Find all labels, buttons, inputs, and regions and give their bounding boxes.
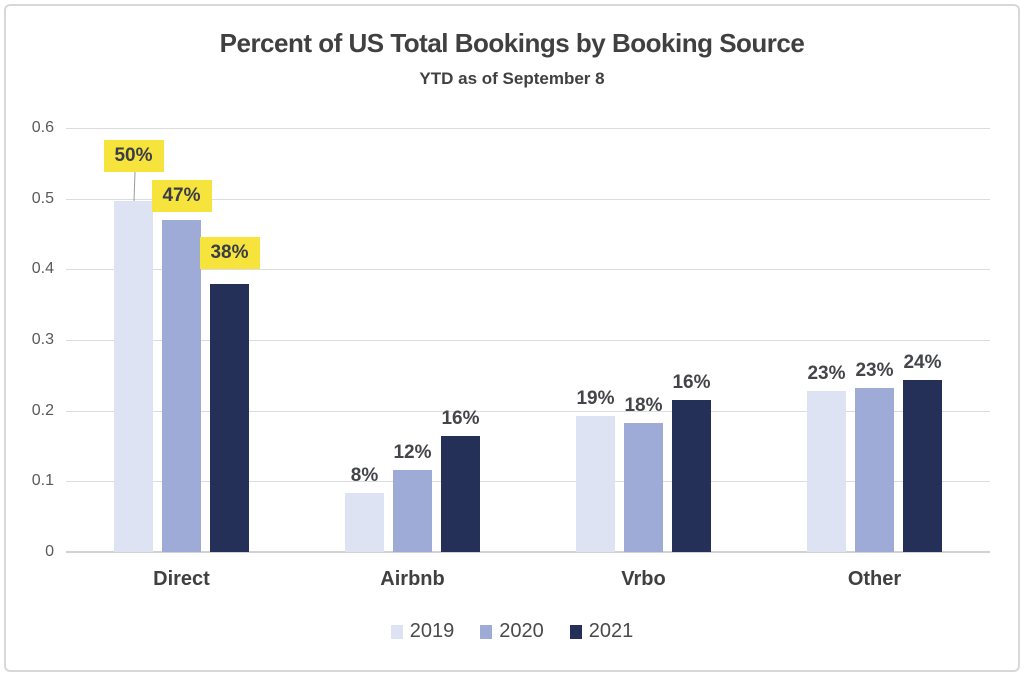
bar-label-2019-other: 23% [807,362,846,384]
legend-item-2021: 2021 [569,620,634,643]
bar-2019-vrbo [576,416,615,552]
gridline-0.2 [66,410,990,412]
y-tick-label-0.1: 0.1 [31,472,54,490]
category-label-airbnb: Airbnb [380,568,445,590]
y-tick-label-0.3: 0.3 [31,331,54,348]
bar-label-2020-vrbo: 18% [624,394,663,416]
gridline-0.1 [66,481,990,483]
y-tick-label-0.5: 0.5 [31,189,54,207]
legend-label-2019: 2019 [409,620,455,642]
bar-label-2020-other: 23% [855,360,894,382]
chart-title: Percent of US Total Bookings by Booking … [219,28,805,58]
bar-2020-vrbo [624,422,663,552]
bar-2020-other [855,388,894,552]
bar-2021-vrbo [672,400,711,552]
highlighted-bar-label-2019-direct: 50% [103,139,164,172]
y-tick-label-0.6: 0.6 [31,119,54,136]
y-tick-label-0.4: 0.4 [31,260,54,278]
highlighted-bar-label-2020-direct: 47% [151,179,212,212]
chart-subtitle: YTD as of September 8 [419,69,605,88]
bar-2021-direct [210,284,249,552]
bar-label-2020-airbnb: 12% [393,442,432,464]
y-tick-label-0: 0 [45,543,54,560]
category-label-direct: Direct [153,568,210,590]
highlighted-bar-label-2021-direct: 38% [199,237,260,270]
bar-label-2021-airbnb: 16% [441,408,480,430]
bar-label-2019-airbnb: 8% [350,464,379,486]
bar-2019-other [807,390,846,552]
bar-2019-direct [114,200,153,552]
category-label-other: Other [847,568,902,590]
legend-label-2020: 2020 [499,620,544,642]
legend-swatch-2019 [390,624,403,639]
gridline-0 [66,551,990,553]
bar-2021-airbnb [441,436,480,552]
legend-label-2021: 2021 [588,620,634,642]
category-label-vrbo: Vrbo [621,568,666,590]
legend-swatch-2021 [569,624,582,639]
bar-2020-airbnb [393,470,432,552]
gridline-0.5 [66,198,990,200]
bar-2021-other [903,380,942,552]
gridline-0.6 [66,128,990,129]
y-tick-label-0.2: 0.2 [31,401,54,419]
bar-label-2021-vrbo: 16% [672,372,711,394]
bar-2019-airbnb [345,492,384,552]
legend-item-2020: 2020 [480,620,544,643]
gridline-0.3 [66,340,990,341]
legend-swatch-2020 [480,624,493,639]
bar-label-2019-vrbo: 19% [576,388,615,410]
chart-border-frame [4,4,1020,672]
gridline-0.4 [66,269,990,271]
bar-label-2021-other: 24% [903,352,942,374]
legend: 2019 2020 2021 [0,620,1024,643]
legend-item-2019: 2019 [390,620,455,643]
bar-2020-direct [162,219,201,552]
